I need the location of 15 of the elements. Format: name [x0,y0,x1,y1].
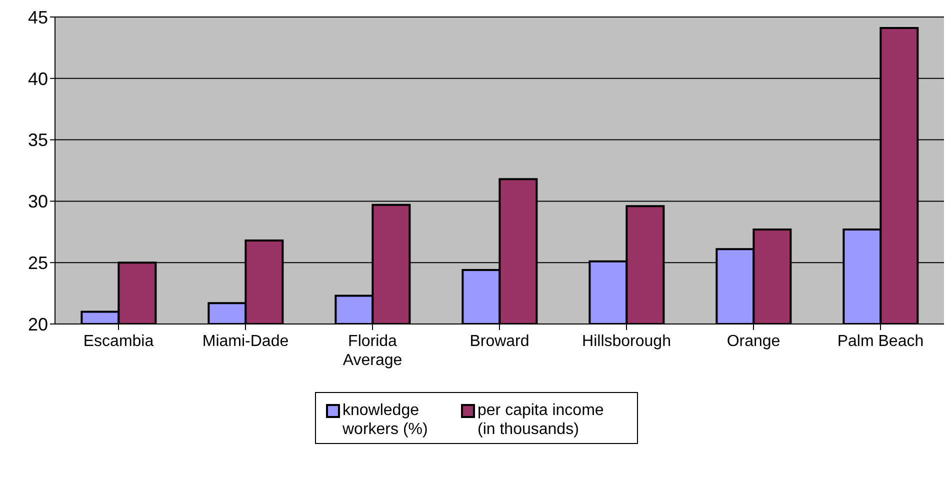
legend-label: knowledge workers (%) [342,401,429,439]
y-tick-label: 40 [28,68,48,89]
y-tick-label: 30 [28,192,48,212]
x-tick-label: Miami-Dade [202,333,289,350]
y-tick-label: 25 [28,252,48,273]
x-tick-label: Florida Average [342,333,402,369]
x-tick-label: Orange [726,333,780,350]
x-tick-label: Palm Beach [837,333,924,350]
y-tick-label: 35 [28,130,48,150]
legend-label: per capita income (in thousands) [478,401,605,439]
x-tick-label: Escambia [83,333,154,350]
x-tick-label: Hillsborough [582,333,671,350]
x-tick-label: Broward [470,333,530,350]
y-tick-label: 45 [28,7,48,28]
y-tick-label: 20 [28,314,48,334]
